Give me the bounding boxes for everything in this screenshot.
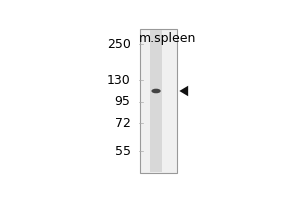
Text: m.spleen: m.spleen [139, 32, 196, 45]
Bar [140, 29, 177, 173]
Text: 95: 95 [115, 95, 130, 108]
Polygon shape [179, 86, 188, 96]
Text: 130: 130 [107, 74, 130, 87]
Text: 72: 72 [115, 117, 130, 130]
Bar [150, 30, 163, 172]
Text: 55: 55 [115, 145, 130, 158]
Ellipse shape [152, 89, 161, 93]
Text: 250: 250 [106, 38, 130, 51]
